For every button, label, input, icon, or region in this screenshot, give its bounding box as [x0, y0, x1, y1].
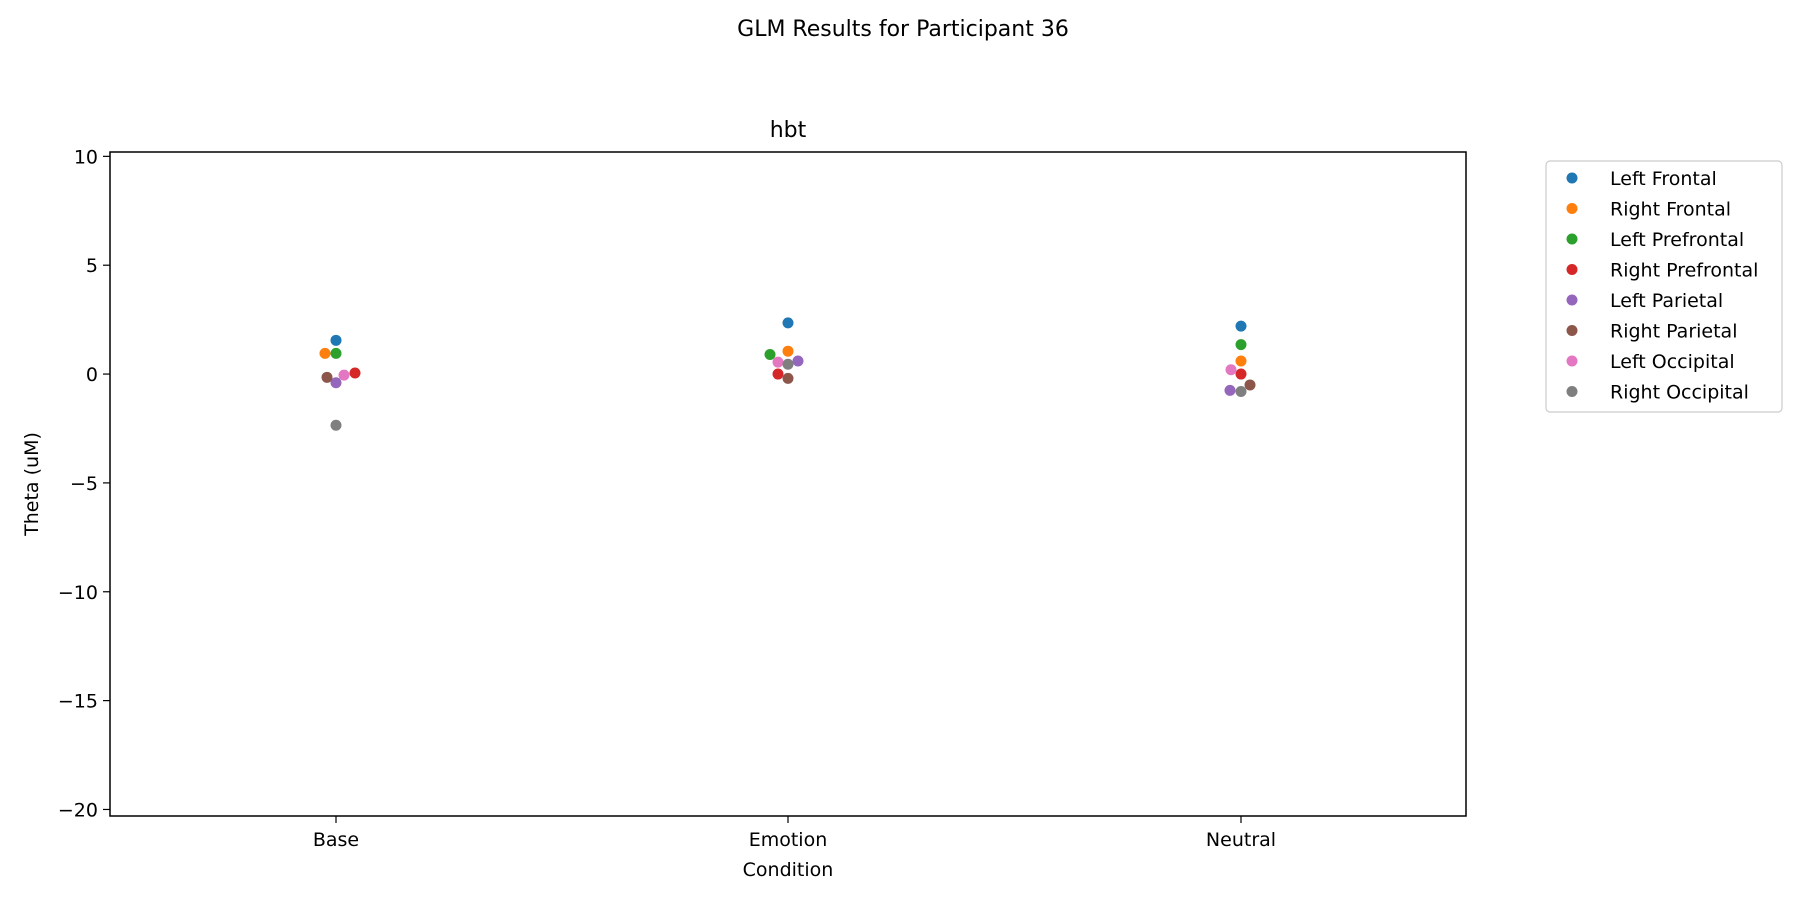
x-tick-label: Neutral	[1206, 829, 1276, 851]
legend-marker	[1566, 294, 1578, 306]
data-point	[321, 371, 333, 383]
plot-area-frame	[109, 151, 1467, 817]
tick-layer: 10 5 0 −5 −10 −15 −20 Base Emotion Neutral	[58, 146, 1276, 851]
legend-label: Right Occipital	[1610, 382, 1749, 404]
data-point	[782, 358, 794, 370]
data-point	[772, 356, 784, 368]
legend-label: Right Prefrontal	[1610, 260, 1758, 282]
y-tick-label: −20	[58, 799, 98, 821]
legend-frame	[1545, 160, 1783, 413]
y-tick-label: −10	[58, 582, 98, 604]
data-point	[782, 317, 794, 329]
y-axis-label: Theta (uM)	[21, 432, 43, 537]
legend-entries: Left Frontal Right Frontal Left Prefrontal…	[1566, 168, 1758, 404]
x-tick-label: Emotion	[749, 829, 828, 851]
legend-label: Left Frontal	[1610, 168, 1717, 190]
data-point	[1244, 379, 1256, 391]
data-points	[319, 317, 1256, 431]
legend-marker	[1566, 325, 1578, 336]
data-point	[1235, 385, 1247, 397]
data-point	[782, 345, 794, 357]
data-point	[319, 347, 331, 359]
legend-label: Right Parietal	[1610, 321, 1737, 343]
data-point	[330, 334, 342, 346]
x-tick-label: Base	[313, 829, 359, 851]
legend-marker	[1566, 355, 1578, 367]
data-point	[349, 367, 361, 379]
x-axis-label: Condition	[743, 859, 834, 881]
legend-label: Left Occipital	[1610, 351, 1735, 373]
y-tick-label: 0	[86, 364, 98, 386]
data-point	[792, 355, 804, 367]
data-point	[782, 372, 794, 384]
legend-marker	[1566, 203, 1578, 214]
data-point	[1225, 364, 1237, 376]
data-point	[338, 369, 350, 381]
legend-label: Left Prefrontal	[1610, 229, 1744, 251]
data-point	[1224, 384, 1236, 396]
y-tick-label: 5	[86, 255, 98, 277]
data-point	[1235, 339, 1247, 351]
data-point	[330, 377, 342, 389]
legend-marker	[1566, 264, 1578, 275]
legend-marker	[1566, 233, 1578, 245]
data-point	[764, 348, 776, 360]
legend-marker	[1566, 386, 1578, 397]
legend: Left Frontal Right Frontal Left Prefrontal…	[1545, 160, 1783, 413]
data-point	[772, 368, 784, 380]
y-tick-label: −15	[58, 691, 98, 713]
y-tick-label: 10	[74, 146, 98, 168]
data-point	[1235, 355, 1247, 367]
data-point	[330, 419, 342, 431]
y-tick-label: −5	[70, 473, 98, 495]
data-point	[1235, 368, 1247, 380]
data-point	[1235, 320, 1247, 332]
axes-title: hbt	[770, 118, 807, 143]
figure-suptitle: GLM Results for Participant 36	[737, 17, 1069, 42]
data-point	[330, 347, 342, 359]
legend-marker	[1566, 172, 1578, 184]
legend-label: Right Frontal	[1610, 199, 1731, 221]
legend-label: Left Parietal	[1610, 290, 1723, 312]
